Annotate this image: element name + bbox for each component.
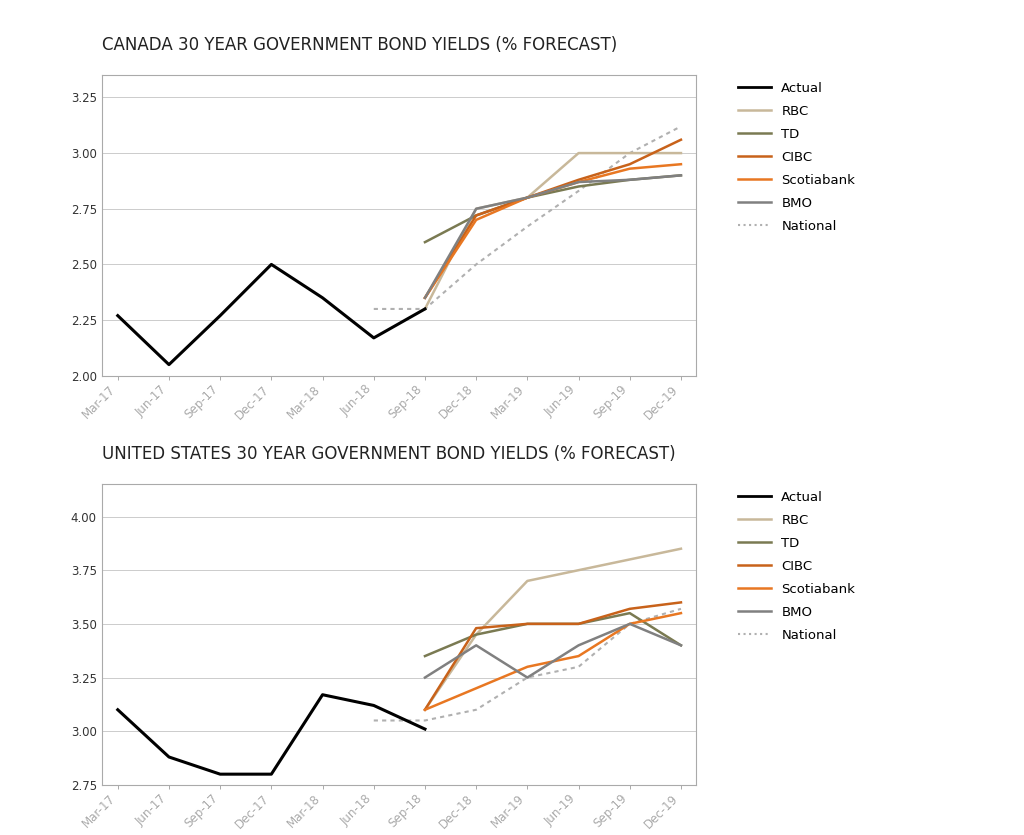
Legend: Actual, RBC, TD, CIBC, Scotiabank, BMO, National: Actual, RBC, TD, CIBC, Scotiabank, BMO, … — [737, 491, 855, 642]
Text: UNITED STATES 30 YEAR GOVERNMENT BOND YIELDS (% FORECAST): UNITED STATES 30 YEAR GOVERNMENT BOND YI… — [102, 445, 676, 463]
Text: CANADA 30 YEAR GOVERNMENT BOND YIELDS (% FORECAST): CANADA 30 YEAR GOVERNMENT BOND YIELDS (%… — [102, 36, 617, 54]
Legend: Actual, RBC, TD, CIBC, Scotiabank, BMO, National: Actual, RBC, TD, CIBC, Scotiabank, BMO, … — [737, 82, 855, 233]
